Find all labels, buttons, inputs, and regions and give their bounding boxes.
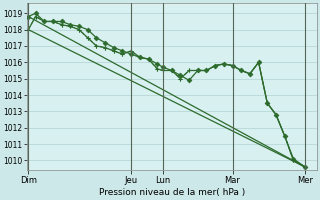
X-axis label: Pression niveau de la mer( hPa ): Pression niveau de la mer( hPa ) — [99, 188, 245, 197]
